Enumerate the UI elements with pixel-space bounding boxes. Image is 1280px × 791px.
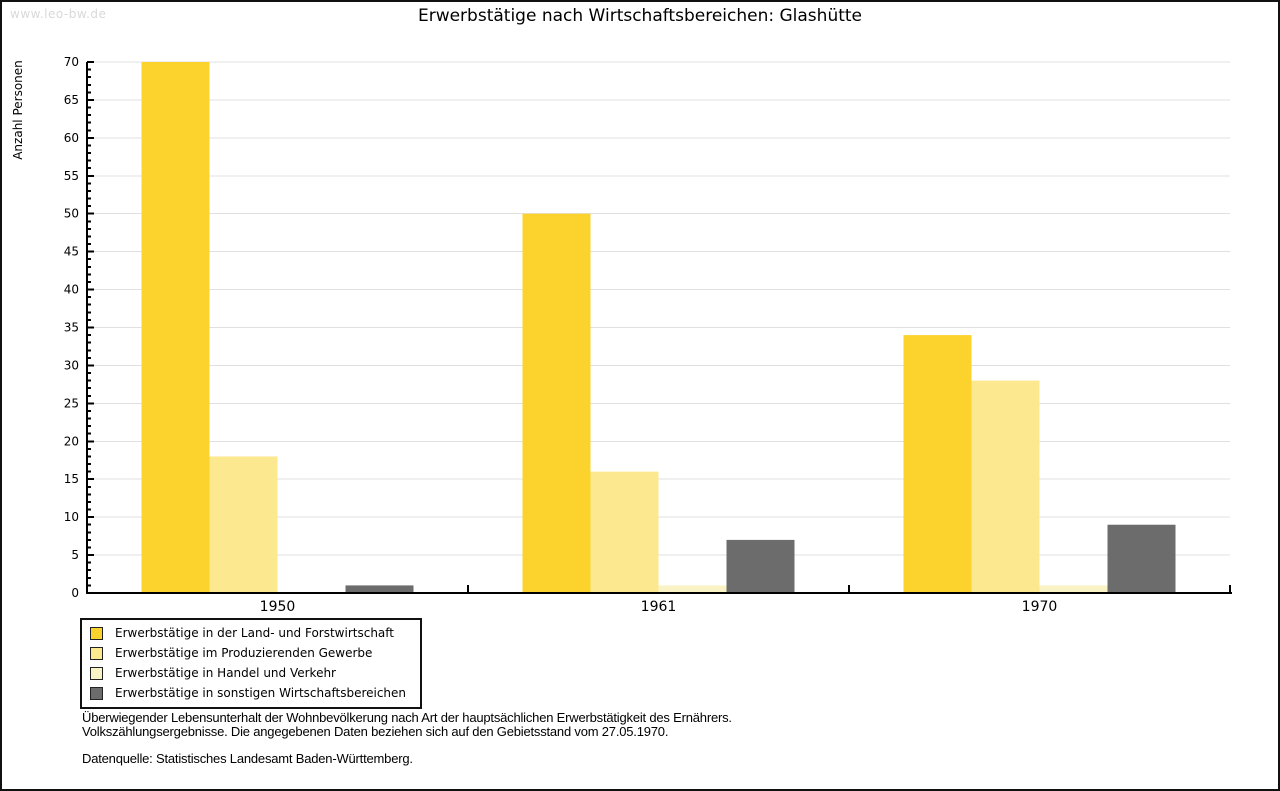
legend-swatch-icon [90,646,103,660]
y-tick-label: 35 [64,321,79,335]
y-tick-label: 60 [64,131,79,145]
legend-item: Erwerbstätige in sonstigen Wirtschaftsbe… [90,683,406,703]
bar-series-3-group-2 [658,585,727,593]
legend-swatch-icon [90,626,103,640]
y-tick-label: 5 [71,548,79,562]
x-category-label: 1961 [641,599,677,615]
bar-series-4-group-2 [726,539,795,593]
chart-footnotes: Überwiegender Lebensunterhalt der Wohnbe… [82,711,732,766]
legend-swatch-icon [90,666,103,680]
legend-swatch-icon [90,686,103,700]
bar-series-1-group-2 [522,213,591,593]
legend-label: Erwerbstätige in Handel und Verkehr [115,666,336,680]
legend-label: Erwerbstätige in sonstigen Wirtschaftsbe… [115,686,407,700]
y-tick-label: 40 [64,283,79,297]
y-tick-label: 20 [64,434,79,448]
chart-legend: Erwerbstätige in der Land- und Forstwirt… [80,618,423,709]
legend-label: Erwerbstätige in der Land- und Forstwirt… [115,626,394,640]
y-tick-label: 50 [64,207,79,221]
bar-series-4-group-1 [345,585,414,593]
y-tick-label: 15 [64,472,79,486]
y-tick-label: 30 [64,358,79,372]
bar-series-4-group-3 [1107,524,1176,593]
y-tick-label: 55 [64,169,79,183]
chart-title: Erwerbstätige nach Wirtschaftsbereichen:… [417,6,863,26]
y-tick-label: 10 [64,510,79,524]
bar-series-2-group-2 [590,471,659,593]
watermark-text: www.leo-bw.de [10,7,107,21]
y-tick-label: 25 [64,396,79,410]
bar-series-2-group-1 [209,456,278,593]
bar-series-2-group-3 [971,380,1040,593]
x-category-label: 1970 [1022,599,1058,615]
footnote-line-2: Volkszählungsergebnisse. Die angegebenen… [82,724,669,739]
bar-series-3-group-3 [1039,585,1108,593]
bar-series-1-group-3 [903,335,972,593]
y-tick-label: 45 [64,245,79,259]
y-tick-label: 70 [64,55,79,69]
legend-item: Erwerbstätige in der Land- und Forstwirt… [90,623,406,643]
footnote-line-1: Überwiegender Lebensunterhalt der Wohnbe… [82,710,732,725]
x-category-label: 1950 [260,599,296,615]
data-source-line: Datenquelle: Statistisches Landesamt Bad… [82,751,413,766]
legend-item: Erwerbstätige im Produzierenden Gewerbe [90,643,406,663]
y-tick-label: 65 [64,93,79,107]
bar-series-1-group-1 [141,62,210,593]
y-tick-label: 0 [71,586,79,600]
legend-label: Erwerbstätige im Produzierenden Gewerbe [115,646,373,660]
legend-item: Erwerbstätige in Handel und Verkehr [90,663,406,683]
